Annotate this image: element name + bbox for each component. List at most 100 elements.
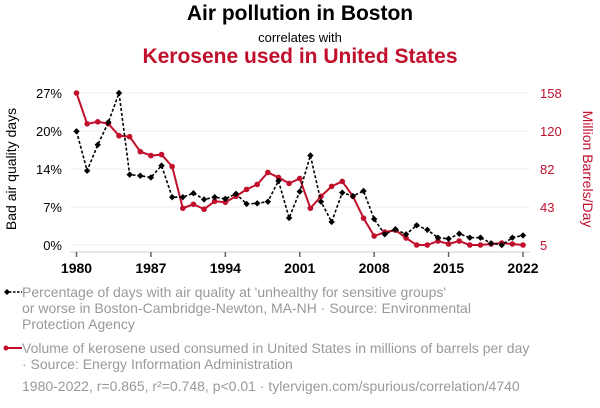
kerosene-point xyxy=(296,175,303,182)
solid-dot-line-icon xyxy=(3,345,22,351)
kerosene-point xyxy=(520,242,526,248)
left-tick-label: 0% xyxy=(43,238,62,253)
series-air-quality xyxy=(73,89,527,249)
right-tick-label: 5 xyxy=(540,238,547,253)
x-tick-label: 1994 xyxy=(210,260,241,276)
legend-text-line: or worse in Boston-Cambridge-Newton, MA-… xyxy=(22,300,471,316)
dual-axis-line-chart: 0% 7% 14% 20% 27% 5 43 82 120 158 1980 1987 1994 20… xyxy=(3,86,596,276)
air-quality-point xyxy=(83,167,91,174)
kerosene-point xyxy=(413,242,420,248)
air-quality-point xyxy=(349,192,357,200)
x-tick-label: 1987 xyxy=(135,260,166,276)
kerosene-point xyxy=(445,241,452,247)
kerosene-point xyxy=(73,90,80,96)
air-quality-point xyxy=(402,231,410,238)
x-tick-label: 2001 xyxy=(284,260,315,276)
x-tick-label: 2008 xyxy=(359,260,390,276)
kerosene-point xyxy=(180,205,186,212)
kerosene-point xyxy=(435,238,441,244)
kerosene-point xyxy=(222,199,229,206)
kerosene-point xyxy=(424,242,431,248)
air-quality-point xyxy=(254,200,261,207)
kerosene-point xyxy=(456,238,463,244)
kerosene-point xyxy=(339,178,346,185)
air-quality-point xyxy=(105,119,112,126)
air-quality-point xyxy=(445,235,452,243)
air-quality-point xyxy=(370,215,378,223)
correlation-footer: 1980-2022, r=0.865, r²=0.748, p<0.01 · t… xyxy=(22,378,520,394)
kerosene-point xyxy=(84,120,90,127)
kerosene-point xyxy=(467,242,473,248)
air-quality-point xyxy=(137,172,144,179)
x-axis: 1980 1987 1994 2001 2008 2015 2022 xyxy=(61,251,539,276)
air-quality-point xyxy=(498,241,505,249)
x-tick-label: 1980 xyxy=(61,260,92,276)
kerosene-point xyxy=(254,181,261,188)
legend-text-line: Protection Agency xyxy=(22,316,135,332)
air-quality-point xyxy=(126,171,133,178)
air-quality-point xyxy=(296,188,303,195)
y-axis-label-left: Bad air quality days xyxy=(3,108,19,230)
air-quality-point xyxy=(73,128,80,135)
left-tick-label: 20% xyxy=(36,124,62,139)
legend-item-air-quality: Percentage of days with air quality at '… xyxy=(4,284,582,332)
air-quality-point xyxy=(360,187,367,195)
kerosene-point xyxy=(360,215,367,221)
kerosene-point xyxy=(201,206,207,213)
air-quality-point xyxy=(477,234,484,241)
air-quality-point xyxy=(466,234,474,241)
air-quality-point xyxy=(264,198,272,205)
kerosene-point xyxy=(265,169,271,176)
air-quality-point xyxy=(243,200,250,208)
left-tick-label: 27% xyxy=(36,86,62,101)
air-quality-point xyxy=(519,232,527,239)
kerosene-point xyxy=(211,198,218,205)
x-tick-label: 2015 xyxy=(433,260,464,276)
x-tick-label: 2022 xyxy=(507,260,538,276)
air-quality-point xyxy=(307,152,314,159)
legend-text-line: Volume of kerosene used consumed in Unit… xyxy=(22,340,530,356)
right-tick-label: 82 xyxy=(540,162,554,177)
air-quality-point xyxy=(339,189,346,196)
right-tick-label: 158 xyxy=(540,86,562,101)
kerosene-point xyxy=(137,148,144,155)
legend-text-line: · Source: Energy Information Administrat… xyxy=(22,356,293,372)
left-axis-ticks: 0% 7% 14% 20% 27% xyxy=(36,86,62,253)
air-quality-point xyxy=(317,198,325,205)
air-quality-point xyxy=(275,177,282,185)
kerosene-point xyxy=(190,201,197,208)
air-quality-point xyxy=(147,174,155,181)
air-quality-point xyxy=(424,226,431,233)
air-quality-point xyxy=(168,193,176,201)
kerosene-point xyxy=(403,235,409,241)
kerosene-point xyxy=(328,183,335,190)
air-quality-point xyxy=(222,195,229,203)
right-tick-label: 120 xyxy=(540,124,562,139)
kerosene-point xyxy=(116,132,122,139)
air-quality-point xyxy=(94,141,101,148)
chart-title-secondary: Kerosene used in United States xyxy=(142,45,458,68)
kerosene-point xyxy=(94,119,101,125)
air-quality-point xyxy=(456,230,463,237)
kerosene-point xyxy=(307,205,314,212)
air-quality-point xyxy=(487,240,495,247)
air-quality-point xyxy=(115,89,123,97)
air-quality-point xyxy=(285,214,293,222)
legend-item-kerosene: Volume of kerosene used consumed in Unit… xyxy=(3,340,582,372)
series-kerosene xyxy=(73,90,526,248)
air-quality-point xyxy=(392,226,399,233)
air-quality-point xyxy=(509,234,516,241)
air-quality-point xyxy=(434,234,442,241)
chart-subtitle: correlates with xyxy=(258,30,342,45)
kerosene-point xyxy=(158,151,165,158)
air-quality-point xyxy=(190,190,197,197)
right-tick-label: 43 xyxy=(540,200,554,215)
kerosene-point xyxy=(477,242,484,248)
kerosene-point xyxy=(275,174,282,181)
chart-title: Air pollution in Boston xyxy=(186,2,414,25)
left-tick-label: 14% xyxy=(36,162,62,177)
kerosene-point xyxy=(286,180,292,187)
kerosene-point xyxy=(169,163,175,170)
air-quality-point xyxy=(413,222,420,229)
air-quality-point xyxy=(200,196,208,203)
